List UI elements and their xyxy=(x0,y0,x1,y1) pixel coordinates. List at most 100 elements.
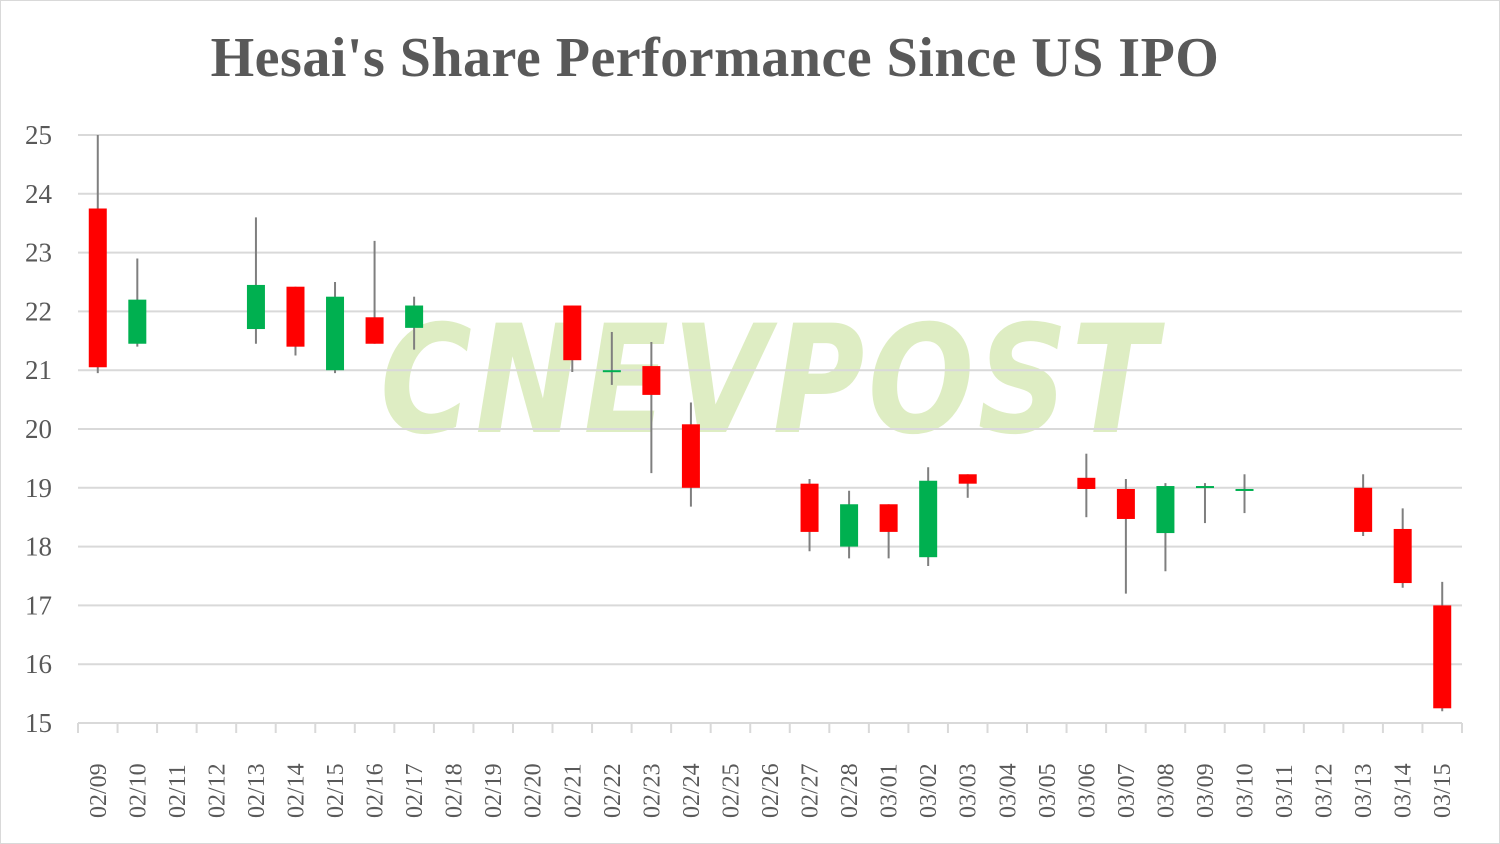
x-tick-label: 02/19 xyxy=(481,763,507,818)
candle-02-21 xyxy=(563,305,582,372)
candle-body-up xyxy=(1156,486,1175,534)
candles xyxy=(88,135,1452,712)
candle-body-down xyxy=(286,286,305,347)
y-tick-label: 21 xyxy=(25,355,52,385)
candle-02-28 xyxy=(840,490,859,559)
candle-body-up xyxy=(128,299,147,344)
x-tick-label: 03/09 xyxy=(1193,763,1219,818)
x-tick-label: 03/01 xyxy=(877,763,903,818)
candle-02-14 xyxy=(286,286,305,356)
x-tick-label: 02/23 xyxy=(639,763,665,818)
y-tick-label: 19 xyxy=(25,473,52,503)
candle-02-15 xyxy=(326,282,345,374)
candle-02-09 xyxy=(88,135,107,374)
candle-03-02 xyxy=(919,467,938,567)
y-tick-label: 20 xyxy=(25,414,52,444)
candle-body-down xyxy=(958,474,977,484)
gridlines xyxy=(78,134,1462,724)
candle-02-13 xyxy=(246,217,265,344)
y-tick-label: 25 xyxy=(25,120,52,150)
x-tick-label: 02/24 xyxy=(679,763,705,818)
candle-body-up xyxy=(1235,488,1254,491)
x-tick-label: 03/06 xyxy=(1074,763,1100,818)
candle-body-down xyxy=(1116,488,1135,519)
candle-03-15 xyxy=(1433,581,1452,712)
candle-03-01 xyxy=(879,504,898,559)
y-tick-label: 15 xyxy=(25,708,52,738)
x-tick-label: 02/20 xyxy=(521,763,547,818)
y-tick-label: 23 xyxy=(25,238,52,268)
x-tick-label: 02/16 xyxy=(363,763,389,818)
x-tick-label: 03/08 xyxy=(1153,763,1179,818)
candle-02-22 xyxy=(602,331,621,385)
x-tick-label: 03/03 xyxy=(956,763,982,818)
candle-02-27 xyxy=(800,478,819,552)
candle-body-down xyxy=(642,366,661,395)
candle-03-06 xyxy=(1077,453,1096,518)
x-tick-label: 03/04 xyxy=(995,763,1021,818)
candle-body-down xyxy=(88,208,107,368)
x-tick-label: 02/22 xyxy=(600,763,626,818)
candle-body-up xyxy=(246,284,265,330)
x-tick-label: 03/02 xyxy=(916,763,942,818)
x-tick-label: 03/14 xyxy=(1391,763,1417,818)
y-tick-label: 17 xyxy=(25,590,52,620)
candle-body-down xyxy=(1354,487,1373,532)
x-tick-label: 03/10 xyxy=(1233,763,1259,818)
candle-02-23 xyxy=(642,341,661,474)
candle-body-down xyxy=(879,504,898,532)
candle-03-13 xyxy=(1354,474,1373,537)
x-tick-label: 03/05 xyxy=(1035,763,1061,818)
candle-03-09 xyxy=(1195,483,1214,524)
candle-03-03 xyxy=(958,474,977,498)
x-tick-label: 02/26 xyxy=(758,763,784,818)
candle-body-up xyxy=(840,504,859,547)
y-tick-label: 18 xyxy=(25,532,52,562)
candle-02-17 xyxy=(405,296,424,350)
watermark: CNEVPOST xyxy=(380,294,1166,468)
x-tick-label: 02/17 xyxy=(402,763,428,818)
x-tick-label: 02/09 xyxy=(86,763,112,818)
candle-body-down xyxy=(563,305,582,361)
candle-body-down xyxy=(1077,477,1096,489)
candle-body-up xyxy=(602,370,621,373)
candle-body-up xyxy=(919,480,938,558)
y-tick-label: 22 xyxy=(25,296,52,326)
watermark-text: CNEVPOST xyxy=(380,294,1166,468)
y-tick-label: 24 xyxy=(25,179,53,209)
candle-03-10 xyxy=(1235,474,1254,514)
candle-03-14 xyxy=(1393,508,1412,588)
candle-body-up xyxy=(326,296,345,371)
candle-body-up xyxy=(405,305,424,328)
x-tick-label: 02/10 xyxy=(125,763,151,818)
x-tick-label: 02/12 xyxy=(204,763,230,818)
candle-02-10 xyxy=(128,258,147,347)
candle-02-16 xyxy=(365,240,384,344)
candle-body-down xyxy=(800,483,819,532)
x-tick-label: 03/15 xyxy=(1430,763,1456,818)
candle-body-down xyxy=(681,424,700,488)
chart-title: Hesai's Share Performance Since US IPO xyxy=(210,27,1220,89)
x-tick-label: 02/13 xyxy=(244,763,270,818)
x-tick-label: 03/07 xyxy=(1114,763,1140,818)
x-tick-label: 03/12 xyxy=(1312,763,1338,818)
x-tick-label: 02/18 xyxy=(442,763,468,818)
candle-body-down xyxy=(1393,528,1412,584)
y-tick-label: 16 xyxy=(25,649,52,679)
x-tick-label: 02/11 xyxy=(165,764,191,818)
candle-03-08 xyxy=(1156,483,1175,572)
candle-body-down xyxy=(1433,605,1452,709)
y-axis: 15 16 17 18 19 20 21 22 23 24 25 xyxy=(25,120,53,738)
x-tick-label: 02/21 xyxy=(560,763,586,818)
x-tick-label: 03/11 xyxy=(1272,764,1298,818)
x-tick-label: 02/27 xyxy=(798,763,824,818)
x-tick-label: 02/28 xyxy=(837,763,863,818)
candle-03-07 xyxy=(1116,478,1135,594)
x-tick-label: 02/25 xyxy=(718,763,744,818)
x-tick-label: 02/14 xyxy=(283,763,309,818)
x-tick-label: 02/15 xyxy=(323,763,349,818)
x-axis: 02/09 02/10 02/11 02/12 02/13 02/14 02/15 02/16… xyxy=(77,723,1463,818)
candle-body-up xyxy=(1195,486,1214,489)
candle-02-24 xyxy=(681,402,700,507)
